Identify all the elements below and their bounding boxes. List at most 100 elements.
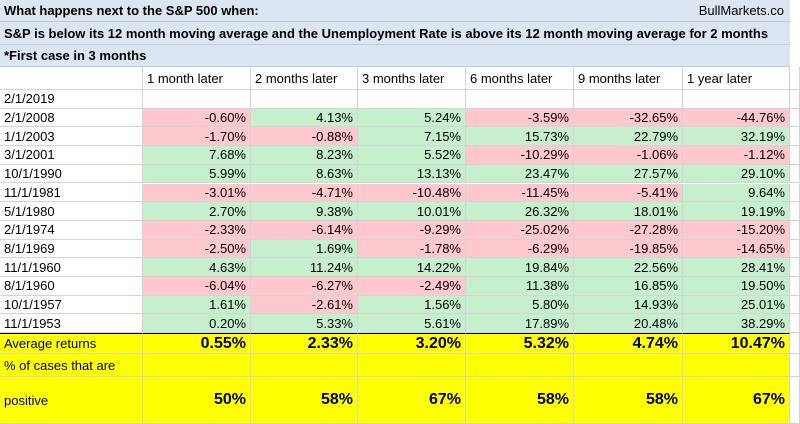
cell: -2.49% — [358, 277, 466, 296]
cell: -10.29% — [466, 146, 574, 165]
cell: 15.73% — [466, 127, 574, 147]
cell: 6 months later — [466, 67, 574, 90]
cell: -44.76% — [683, 108, 790, 128]
cell: 1/1/2003 — [0, 127, 143, 147]
cell: 22.79% — [574, 127, 683, 147]
cell: -4.71% — [251, 183, 358, 203]
header-row: What happens next to the S&P 500 when: B… — [0, 0, 790, 22]
cell — [790, 183, 800, 203]
cell: 38.29% — [683, 314, 790, 334]
cell: 19.19% — [683, 202, 790, 221]
cell: -1.12% — [683, 146, 790, 165]
cell: 29.10% — [683, 164, 790, 184]
cell: 5/1/1980 — [0, 202, 143, 221]
cell: 3.20% — [358, 333, 466, 355]
cell — [574, 90, 683, 109]
cell: 25.01% — [683, 295, 790, 315]
cell: 1.61% — [143, 295, 251, 315]
cell: % of cases that are — [0, 354, 143, 378]
cell: 2 months later — [251, 67, 358, 90]
cell — [143, 90, 251, 109]
cell: 14.93% — [574, 295, 683, 315]
cell — [574, 354, 683, 378]
condition: S&P is below its 12 month moving average… — [0, 22, 790, 45]
cell: 8.23% — [251, 146, 358, 165]
cell: 3/1/2001 — [0, 146, 143, 165]
cell — [790, 295, 800, 315]
cell — [790, 354, 800, 378]
cell: 2/1/2008 — [0, 108, 143, 128]
cell — [790, 314, 800, 334]
cell: 8/1/1969 — [0, 239, 143, 259]
cell: 11/1/1960 — [0, 258, 143, 277]
cell: 4.74% — [574, 333, 683, 355]
cell: 27.57% — [574, 164, 683, 184]
cell — [790, 90, 800, 109]
cell: 28.41% — [683, 258, 790, 277]
cell: -2.50% — [143, 239, 251, 259]
cell — [466, 90, 574, 109]
cell: 13.13% — [358, 164, 466, 184]
cell: 8.63% — [251, 164, 358, 184]
cell: 9.64% — [683, 183, 790, 203]
cell: -6.29% — [466, 239, 574, 259]
cell — [358, 354, 466, 378]
cell: 16.85% — [574, 277, 683, 296]
cell: -14.65% — [683, 239, 790, 259]
cell: -3.01% — [143, 183, 251, 203]
cell: 5.52% — [358, 146, 466, 165]
cell: 10.01% — [358, 202, 466, 221]
cell — [790, 202, 800, 221]
cell: 5.32% — [466, 333, 574, 355]
cell: 1 month later — [143, 67, 251, 90]
cell: 58% — [251, 377, 358, 424]
cell: 1.69% — [251, 239, 358, 259]
cell: 14.22% — [358, 258, 466, 277]
cell: 50% — [143, 377, 251, 424]
cell: 5.80% — [466, 295, 574, 315]
cell: 11.24% — [251, 258, 358, 277]
cell — [790, 164, 800, 184]
cell — [790, 146, 800, 165]
cell: -10.48% — [358, 183, 466, 203]
cell: 3 months later — [358, 67, 466, 90]
cell: 58% — [466, 377, 574, 424]
cell: -15.20% — [683, 220, 790, 240]
cell: 1.56% — [358, 295, 466, 315]
cell: 11/1/1953 — [0, 314, 143, 334]
cell: 23.47% — [466, 164, 574, 184]
cell: -19.85% — [574, 239, 683, 259]
cell: -1.06% — [574, 146, 683, 165]
cell: -3.59% — [466, 108, 574, 128]
cell: 10/1/1957 — [0, 295, 143, 315]
cell: 19.50% — [683, 277, 790, 296]
cell: 4.13% — [251, 108, 358, 128]
cell — [683, 90, 790, 109]
cell: -0.60% — [143, 108, 251, 128]
cell: -0.88% — [251, 127, 358, 147]
cell: 2/1/1974 — [0, 220, 143, 240]
cell: 7.68% — [143, 146, 251, 165]
note: *First case in 3 months — [0, 45, 790, 67]
cell: 5.61% — [358, 314, 466, 334]
cell: Average returns — [0, 333, 143, 355]
cell: -9.29% — [358, 220, 466, 240]
cell: 20.48% — [574, 314, 683, 334]
cell: -32.65% — [574, 108, 683, 128]
cell: 0.20% — [143, 314, 251, 334]
cell — [0, 67, 143, 90]
cell: -27.28% — [574, 220, 683, 240]
cell: -25.02% — [466, 220, 574, 240]
cell: -11.45% — [466, 183, 574, 203]
cell: 10.47% — [683, 333, 790, 355]
cell: 9 months later — [574, 67, 683, 90]
cell — [790, 220, 800, 240]
cell: 8/1/1960 — [0, 277, 143, 296]
cell: -6.27% — [251, 277, 358, 296]
cell — [790, 108, 800, 128]
cell: 9.38% — [251, 202, 358, 221]
cell — [143, 354, 251, 378]
cell: 26.32% — [466, 202, 574, 221]
cell — [466, 354, 574, 378]
